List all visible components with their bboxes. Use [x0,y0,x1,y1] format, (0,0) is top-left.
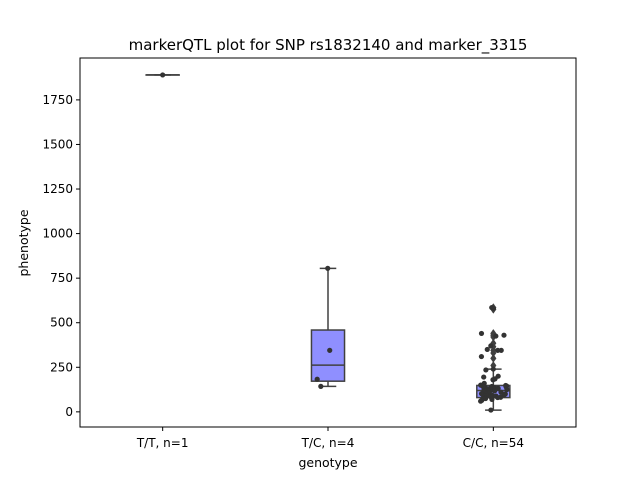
data-point [493,333,499,339]
data-point [489,396,495,402]
y-tick-label: 0 [65,405,73,419]
chart-title: markerQTL plot for SNP rs1832140 and mar… [129,36,528,55]
y-tick-label: 1250 [42,182,73,196]
box-1 [310,267,346,388]
y-axis-label: phenotype [16,209,31,276]
data-point [504,386,510,393]
data-point [160,72,166,78]
data-point [478,330,485,337]
y-tick-label: 1500 [42,137,73,151]
data-point [490,366,496,372]
y-axis: 0 250 500 750 1000 1250 1500 1750 [42,93,80,419]
data-point [490,377,496,383]
data-point [318,383,324,389]
flier [490,338,497,348]
x-axis-label: genotype [298,455,357,470]
x-tick-label: T/T, n=1 [136,436,189,450]
data-point [483,367,489,373]
data-point [484,346,490,353]
y-tick-label: 250 [50,360,73,374]
data-point [495,394,501,401]
data-point [478,353,485,360]
x-axis: T/T, n=1 T/C, n=4 C/C, n=54 [136,427,524,450]
flier [490,353,497,363]
y-tick-label: 1750 [42,93,73,107]
box-layer [145,74,511,411]
data-point [325,265,331,271]
y-tick-label: 1000 [42,227,73,241]
data-point [495,347,501,353]
data-point [501,332,507,338]
y-tick-label: 750 [50,271,73,285]
data-point [478,391,485,397]
data-point [481,374,487,380]
x-tick-label: T/C, n=4 [301,436,355,450]
data-point [488,407,494,413]
data-point [314,376,320,382]
point-layer [160,72,510,413]
data-point [327,347,333,353]
data-point [478,398,484,404]
data-point [488,343,494,349]
data-point [492,388,498,394]
x-tick-label: C/C, n=54 [463,436,524,450]
y-tick-label: 500 [50,316,73,330]
box-body [310,329,346,382]
data-point [490,305,497,312]
